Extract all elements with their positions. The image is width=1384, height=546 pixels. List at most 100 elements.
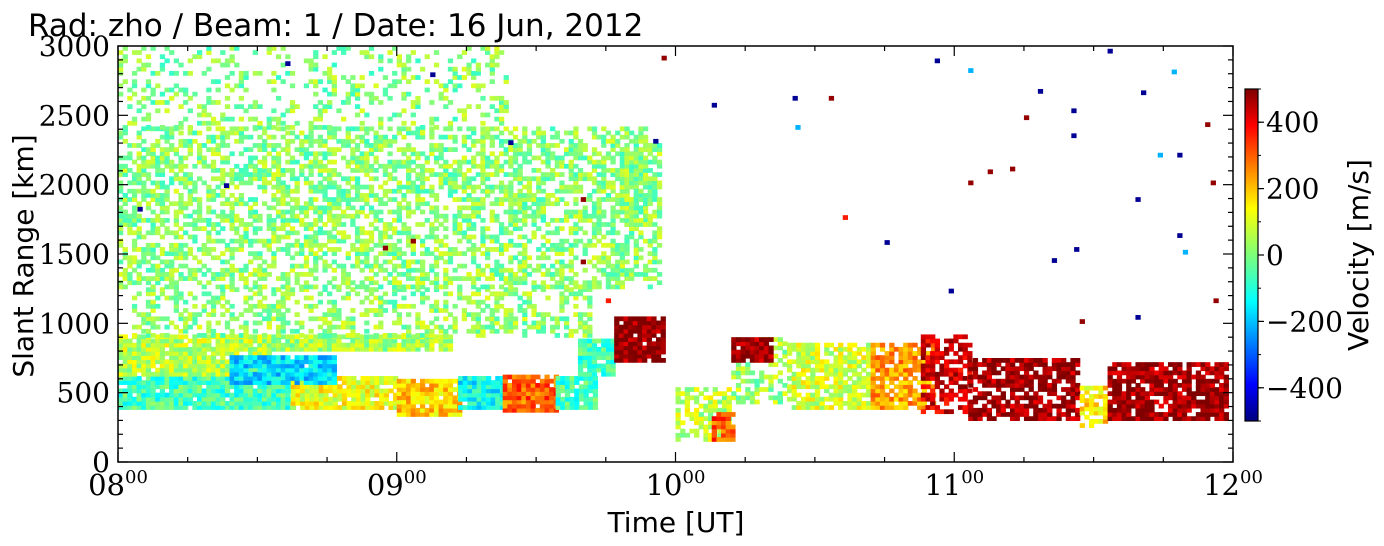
velocity-cell (229, 384, 235, 390)
velocity-cell (331, 151, 337, 157)
velocity-cell (169, 272, 175, 277)
velocity-cell (618, 358, 625, 363)
velocity-cell (461, 234, 468, 240)
velocity-cell (462, 388, 468, 394)
velocity-cell (461, 75, 468, 80)
velocity-cell (591, 168, 598, 173)
velocity-cell (467, 380, 473, 385)
velocity-cell (457, 184, 463, 190)
velocity-cell (591, 226, 598, 232)
velocity-cell (327, 291, 333, 297)
velocity-cell (601, 176, 607, 182)
velocity-cell (289, 104, 296, 109)
velocity-cell (373, 159, 379, 165)
velocity-cell (178, 338, 184, 344)
velocity-cell (136, 400, 142, 406)
velocity-cell (229, 312, 235, 317)
velocity-cell (582, 284, 588, 290)
velocity-cell (503, 79, 509, 85)
velocity-cell (127, 263, 133, 269)
velocity-cell (415, 284, 421, 290)
velocity-cell (210, 328, 217, 334)
velocity-cell (313, 217, 319, 223)
velocity-cell (429, 226, 435, 232)
velocity-cell (309, 400, 315, 406)
velocity-cell (234, 126, 240, 132)
velocity-cell (201, 400, 207, 406)
velocity-cell (536, 143, 542, 148)
velocity-cell (317, 138, 324, 144)
velocity-cell (522, 197, 528, 202)
velocity-cell (632, 316, 639, 322)
velocity-cell (419, 338, 426, 344)
velocity-cell (345, 176, 351, 182)
velocity-cell (605, 168, 612, 173)
velocity-cell (573, 255, 579, 261)
velocity-cell (522, 184, 528, 190)
velocity-cell (553, 407, 560, 413)
velocity-cell (229, 130, 235, 136)
velocity-cell (289, 263, 296, 269)
velocity-cell (471, 176, 477, 182)
velocity-cell (238, 130, 245, 136)
velocity-cell (187, 396, 193, 402)
velocity-cell (345, 324, 351, 330)
velocity-cell (461, 230, 468, 236)
velocity-cell (457, 287, 463, 293)
velocity-cell (610, 155, 616, 161)
velocity-cell (280, 342, 286, 348)
velocity-cell (169, 130, 175, 136)
velocity-cell (485, 184, 491, 190)
velocity-cell (248, 209, 254, 215)
velocity-cell (215, 388, 221, 394)
velocity-cell (313, 367, 319, 373)
velocity-cell (614, 333, 620, 338)
velocity-cell (234, 138, 240, 144)
velocity-cell (285, 384, 291, 390)
velocity-cell (210, 333, 217, 338)
velocity-cell (379, 396, 385, 402)
velocity-cell (638, 205, 644, 211)
velocity-cell (406, 163, 412, 169)
velocity-cell (238, 380, 245, 385)
velocity-cell (601, 338, 607, 344)
velocity-cell (289, 367, 296, 373)
velocity-cell (360, 380, 366, 385)
velocity-cell (257, 338, 263, 344)
velocity-cell (531, 222, 537, 227)
velocity-cell (178, 201, 184, 207)
velocity-cell (266, 79, 272, 85)
velocity-cell (317, 324, 324, 330)
velocity-cell (457, 284, 463, 290)
velocity-cell (257, 120, 263, 126)
velocity-cell (485, 226, 491, 232)
velocity-cell (313, 83, 319, 89)
velocity-cell (560, 380, 566, 385)
velocity-cell (396, 391, 402, 397)
velocity-cell (568, 280, 574, 286)
velocity-cell (136, 263, 142, 269)
velocity-cell (499, 405, 506, 410)
velocity-cell (131, 79, 138, 85)
velocity-cell (396, 217, 402, 223)
velocity-cell (169, 134, 175, 140)
velocity-cell (196, 143, 203, 148)
velocity-cell (485, 316, 491, 322)
velocity-cell (655, 345, 662, 351)
velocity-cell (438, 222, 444, 227)
velocity-cell (429, 172, 435, 177)
velocity-cell (525, 399, 532, 405)
velocity-cell (419, 342, 426, 348)
velocity-cell (303, 213, 310, 219)
velocity-cell (517, 192, 523, 198)
velocity-cell (610, 147, 616, 152)
velocity-cell (359, 238, 365, 244)
velocity-cell (178, 125, 184, 130)
velocity-cell (471, 222, 477, 227)
velocity-cell (429, 303, 435, 309)
velocity-cell (364, 342, 370, 348)
velocity-cell (308, 363, 314, 369)
velocity-cell (271, 259, 277, 265)
velocity-cell (629, 138, 635, 144)
velocity-cell (317, 125, 324, 130)
